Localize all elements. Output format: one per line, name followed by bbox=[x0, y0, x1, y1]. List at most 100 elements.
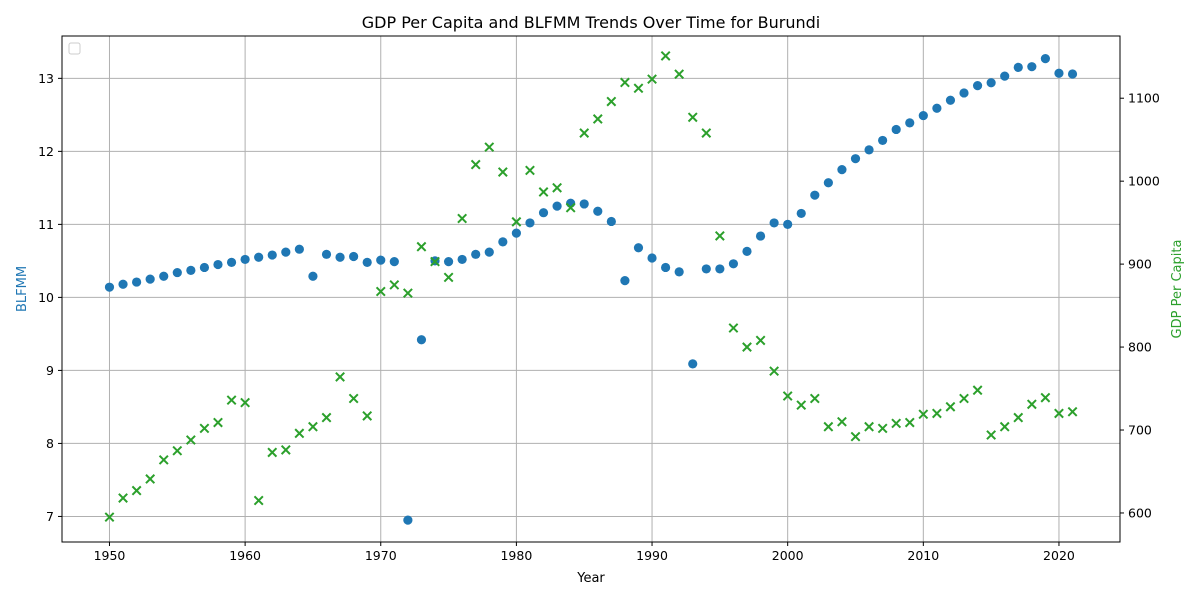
blfmm-point bbox=[538, 208, 549, 218]
gdp-per-capita-point bbox=[118, 493, 128, 503]
gdp-per-capita-point bbox=[660, 51, 671, 61]
grid-lines bbox=[62, 36, 1120, 542]
gdp-per-capita-point bbox=[904, 417, 915, 428]
gdp-per-capita-point bbox=[1013, 412, 1024, 423]
y-left-tick-label: 8 bbox=[46, 436, 54, 451]
gdp-per-capita-point bbox=[742, 342, 752, 352]
gdp-per-capita-point bbox=[158, 454, 169, 465]
gdp-per-capita-point bbox=[294, 428, 305, 439]
blfmm-point bbox=[620, 276, 630, 286]
gdp-per-capita-point bbox=[986, 430, 997, 440]
blfmm-point bbox=[796, 208, 806, 219]
gdp-per-capita-point bbox=[837, 416, 847, 427]
blfmm-point bbox=[918, 110, 928, 121]
gdp-per-capita-point bbox=[945, 401, 956, 412]
gdp-per-capita-point bbox=[809, 393, 820, 404]
blfmm-point bbox=[932, 103, 942, 113]
x-tick-label: 1980 bbox=[500, 548, 532, 563]
y-axis-right-label: GDP Per Capita bbox=[1170, 240, 1185, 339]
gdp-per-capita-point bbox=[416, 241, 427, 252]
blfmm-point bbox=[511, 228, 521, 238]
blfmm-point bbox=[810, 190, 820, 200]
blfmm-point bbox=[416, 335, 427, 345]
y-left-tick-label: 12 bbox=[38, 144, 54, 159]
gdp-per-capita-point bbox=[308, 421, 318, 432]
gdp-per-capita-point bbox=[714, 231, 725, 241]
y-right-tick-label: 1100 bbox=[1128, 91, 1160, 106]
gdp-per-capita-point bbox=[999, 421, 1010, 432]
gdp-per-capita-point bbox=[782, 391, 793, 401]
blfmm-point bbox=[823, 178, 833, 188]
gdp-per-capita-point bbox=[891, 418, 902, 429]
gdp-per-capita-point bbox=[172, 445, 183, 456]
blfmm-point bbox=[647, 253, 657, 263]
blfmm-point bbox=[1027, 62, 1037, 72]
y-right-tick-label: 900 bbox=[1128, 257, 1152, 272]
blfmm-point bbox=[972, 81, 983, 91]
blfmm-point bbox=[525, 218, 535, 228]
x-axis-label: Year bbox=[576, 571, 605, 586]
blfmm-point bbox=[891, 124, 901, 135]
blfmm-point bbox=[606, 216, 616, 227]
blfmm-point bbox=[349, 251, 359, 262]
x-tick-label: 1970 bbox=[365, 548, 397, 563]
gdp-per-capita-point bbox=[484, 142, 495, 153]
blfmm-point bbox=[159, 271, 169, 281]
gdp-per-capita-point bbox=[972, 385, 983, 396]
blfmm-point bbox=[579, 199, 589, 209]
blfmm-point bbox=[715, 264, 725, 274]
gdp-per-capita-point bbox=[823, 421, 834, 432]
gdp-per-capita-point bbox=[1040, 392, 1051, 403]
blfmm-point bbox=[945, 95, 956, 105]
gdp-per-capita-point bbox=[402, 288, 413, 299]
y-right-tick-label: 700 bbox=[1128, 423, 1152, 438]
gdp-per-capita-point bbox=[877, 423, 888, 434]
blfmm-point bbox=[769, 218, 779, 228]
blfmm-point bbox=[199, 262, 210, 273]
y-left-tick-label: 13 bbox=[38, 71, 54, 86]
blfmm-point bbox=[118, 279, 128, 289]
blfmm-point bbox=[172, 267, 182, 278]
y-axis-right: 600 700 800 900 1000 1100 bbox=[1120, 91, 1160, 520]
blfmm-point bbox=[213, 259, 223, 270]
x-tick-label: 2010 bbox=[907, 548, 939, 563]
y-right-tick-label: 1000 bbox=[1128, 174, 1160, 189]
gdp-per-capita-point bbox=[864, 421, 874, 432]
gdp-per-capita-point bbox=[959, 393, 969, 404]
gdp-per-capita-point bbox=[389, 279, 400, 290]
gdp-per-capita-point bbox=[375, 286, 386, 297]
gdp-per-capita-point bbox=[633, 83, 644, 94]
x-axis: 1950 1960 1970 1980 1990 2000 2010 2020 bbox=[94, 542, 1075, 563]
gdp-per-capita-point bbox=[348, 393, 359, 404]
gdp-per-capita-point bbox=[592, 114, 603, 124]
gdp-per-capita-point bbox=[606, 96, 617, 107]
blfmm-point bbox=[226, 257, 237, 267]
blfmm-point bbox=[850, 154, 861, 164]
gdp-per-capita-point bbox=[104, 512, 115, 523]
blfmm-point bbox=[281, 247, 291, 257]
blfmm-point bbox=[443, 257, 454, 267]
gdp-per-capita-point bbox=[796, 400, 807, 411]
gdp-per-capita-point bbox=[701, 128, 712, 138]
blfmm-point bbox=[688, 359, 698, 369]
blfmm-point bbox=[633, 243, 644, 253]
y-left-tick-label: 9 bbox=[46, 363, 54, 378]
y-left-tick-label: 11 bbox=[38, 217, 54, 232]
blfmm-point bbox=[905, 118, 915, 128]
blfmm-point bbox=[986, 78, 996, 88]
gdp-per-capita-point bbox=[620, 77, 630, 88]
blfmm-point bbox=[321, 249, 332, 259]
blfmm-point bbox=[755, 231, 766, 241]
gdp-per-capita-point bbox=[321, 412, 332, 423]
chart-title: GDP Per Capita and BLFMM Trends Over Tim… bbox=[362, 13, 820, 32]
x-tick-label: 1960 bbox=[229, 548, 261, 563]
gdp-per-capita-point bbox=[145, 474, 156, 484]
y-right-tick-label: 600 bbox=[1128, 505, 1152, 520]
blfmm-point bbox=[186, 265, 196, 275]
x-tick-label: 1950 bbox=[94, 548, 126, 563]
blfmm-point bbox=[498, 237, 508, 247]
y-axis-left-label: BLFMM bbox=[15, 266, 30, 312]
blfmm-point bbox=[552, 201, 562, 211]
